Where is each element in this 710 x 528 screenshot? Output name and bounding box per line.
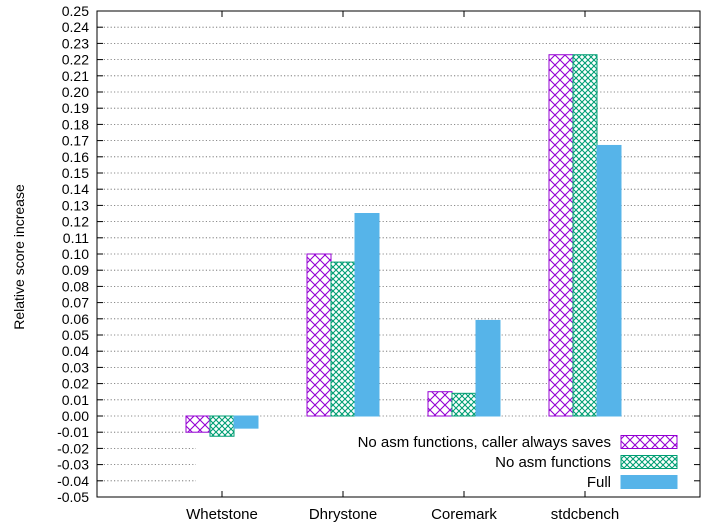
y-tick-label: 0.16 — [62, 149, 89, 165]
y-tick-label: 0.20 — [62, 84, 89, 100]
y-tick-label: -0.02 — [57, 440, 89, 456]
bar-solid — [354, 213, 380, 417]
bar-solid — [596, 144, 622, 417]
x-category-labels: Whetstone Dhrystone Coremark stdcbench — [186, 506, 619, 523]
bar-diagonal-crosshatch — [548, 54, 574, 417]
axes — [96, 10, 701, 498]
bar-fine-crosshatch — [451, 392, 477, 417]
legend: No asm functions, caller always saves No … — [358, 434, 678, 491]
bar-fine-crosshatch — [209, 415, 235, 437]
plot-frame — [96, 10, 701, 498]
y-tick-label: 0.12 — [62, 214, 89, 230]
y-tick-label: 0.03 — [62, 359, 89, 375]
legend-swatch-fine-crosshatch — [620, 455, 678, 469]
gridlines — [97, 26, 700, 482]
x-category-label: Coremark — [431, 506, 497, 523]
legend-swatch-solid — [620, 475, 678, 489]
y-tick-label: 0.05 — [62, 327, 89, 343]
y-tick-label: 0.17 — [62, 133, 89, 149]
y-tick-label: -0.05 — [57, 489, 89, 505]
y-tick-label: -0.04 — [57, 473, 89, 489]
bar-diagonal-crosshatch — [427, 391, 453, 417]
y-axis-title: Relative score increase — [11, 184, 27, 330]
y-tick-label: 0.11 — [63, 230, 89, 246]
y-tick-label: -0.01 — [57, 424, 89, 440]
y-tick-label: 0.14 — [62, 181, 89, 197]
x-category-label: Whetstone — [186, 506, 258, 523]
y-tick-label: 0.24 — [62, 19, 89, 35]
y-tick-label: 0.19 — [62, 100, 89, 116]
bar-diagonal-crosshatch — [185, 415, 211, 433]
y-tick-label: 0.04 — [62, 343, 89, 359]
y-tick-label: 0.18 — [62, 116, 89, 132]
y-tick-label: 0.07 — [62, 295, 89, 311]
x-category-label: Dhrystone — [309, 506, 377, 523]
bar-solid — [233, 415, 259, 429]
bar-fine-crosshatch — [330, 261, 356, 417]
y-tick-label: 0.23 — [62, 35, 89, 51]
bar-diagonal-crosshatch — [306, 253, 332, 417]
bars — [185, 54, 622, 437]
y-tick-label: 0.01 — [62, 392, 89, 408]
y-tick-label: 0.08 — [62, 278, 89, 294]
y-tick-label: 0.22 — [62, 52, 89, 68]
y-tick-label: 0.02 — [62, 376, 89, 392]
y-tick-label: 0.25 — [62, 3, 89, 19]
legend-swatch-diagonal-crosshatch — [620, 435, 678, 449]
legend-label: No asm functions, caller always saves — [358, 434, 611, 451]
legend-label: No asm functions — [495, 454, 611, 471]
y-tick-label: 0.09 — [62, 262, 89, 278]
legend-label: Full — [587, 474, 611, 491]
y-tick-label: 0.15 — [62, 165, 89, 181]
y-tick-label: -0.03 — [57, 457, 89, 473]
y-tick-label: 0.06 — [62, 311, 89, 327]
y-tick-label: 0.00 — [62, 408, 89, 424]
y-tick-label: 0.21 — [62, 68, 89, 84]
x-category-label: stdcbench — [551, 506, 619, 523]
y-tick-label: 0.13 — [62, 197, 89, 213]
y-tick-label: 0.10 — [62, 246, 89, 262]
y-tick-labels: -0.05-0.04-0.03-0.02-0.010.000.010.020.0… — [57, 3, 89, 505]
bar-solid — [475, 319, 501, 417]
bar-fine-crosshatch — [572, 54, 598, 417]
